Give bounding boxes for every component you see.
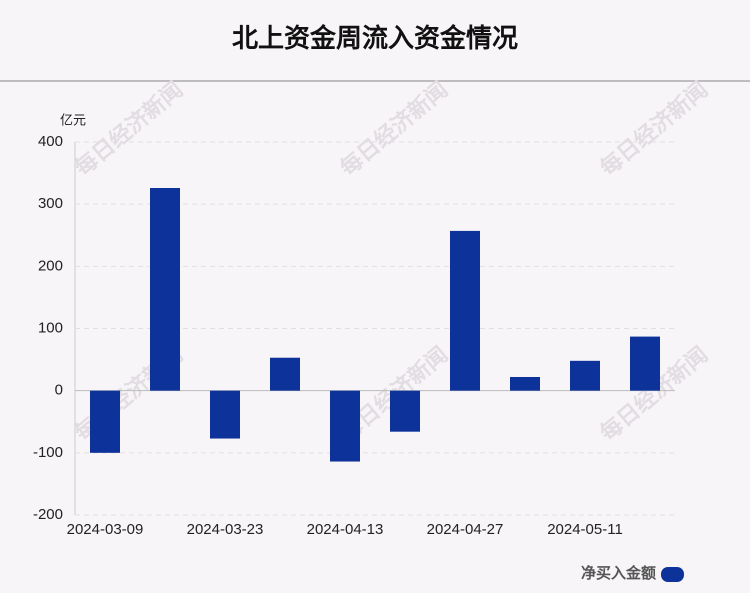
bar: [210, 390, 240, 439]
bar: [630, 336, 660, 391]
y-tick-label: -100: [33, 444, 63, 461]
bar: [90, 390, 120, 453]
bar: [570, 360, 600, 391]
x-tick-label: 2024-05-11: [547, 521, 623, 538]
y-axis-label: 亿元: [60, 112, 86, 127]
x-tick-label: 2024-03-23: [187, 521, 264, 538]
bar: [510, 376, 540, 391]
y-tick-label: 0: [55, 382, 63, 399]
y-tick-label: 100: [38, 319, 63, 336]
bar: [390, 390, 420, 432]
bar: [450, 230, 480, 391]
x-tick-label: 2024-04-13: [307, 521, 384, 538]
y-tick-label: 200: [38, 257, 63, 274]
bar: [330, 390, 360, 462]
legend-swatch: [661, 567, 684, 582]
y-tick-label: 300: [38, 195, 63, 212]
legend-label: 净买入金额: [581, 564, 656, 582]
bar: [270, 357, 300, 391]
x-tick-label: 2024-04-27: [427, 521, 504, 538]
x-tick-label: 2024-03-09: [67, 521, 144, 538]
bar: [150, 188, 180, 391]
y-tick-label: 400: [38, 133, 63, 150]
y-tick-label: -200: [33, 506, 63, 523]
chart-title: 北上资金周流入资金情况: [232, 23, 518, 53]
